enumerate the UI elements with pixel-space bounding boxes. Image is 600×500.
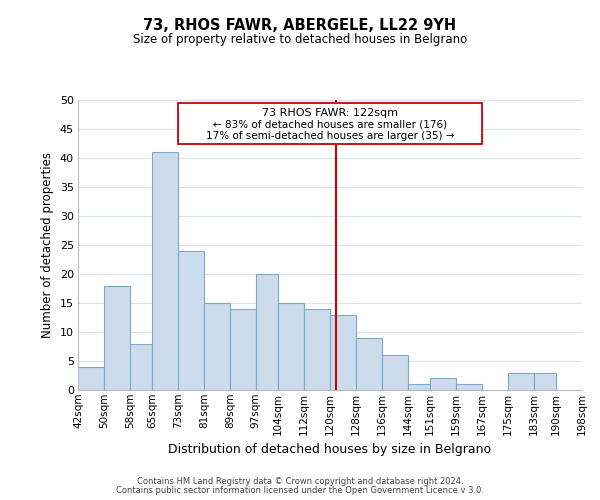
Bar	[178, 251, 204, 390]
Bar	[130, 344, 152, 390]
Bar	[330, 314, 356, 390]
Text: 73, RHOS FAWR, ABERGELE, LL22 9YH: 73, RHOS FAWR, ABERGELE, LL22 9YH	[143, 18, 457, 32]
Text: ← 83% of detached houses are smaller (176): ← 83% of detached houses are smaller (17…	[213, 119, 447, 129]
Text: 17% of semi-detached houses are larger (35) →: 17% of semi-detached houses are larger (…	[206, 130, 454, 140]
X-axis label: Distribution of detached houses by size in Belgrano: Distribution of detached houses by size …	[169, 443, 491, 456]
Bar	[230, 309, 256, 390]
Bar	[304, 309, 330, 390]
Y-axis label: Number of detached properties: Number of detached properties	[41, 152, 54, 338]
Bar	[508, 372, 533, 390]
Text: Size of property relative to detached houses in Belgrano: Size of property relative to detached ho…	[133, 32, 467, 46]
Text: Contains HM Land Registry data © Crown copyright and database right 2024.: Contains HM Land Registry data © Crown c…	[137, 477, 463, 486]
Bar	[382, 355, 407, 390]
Bar	[278, 303, 304, 390]
Bar	[407, 384, 430, 390]
FancyBboxPatch shape	[178, 103, 482, 144]
Bar	[430, 378, 456, 390]
Bar	[356, 338, 382, 390]
Bar	[104, 286, 130, 390]
Bar	[204, 303, 230, 390]
Text: 73 RHOS FAWR: 122sqm: 73 RHOS FAWR: 122sqm	[262, 108, 398, 118]
Bar	[533, 372, 556, 390]
Bar	[256, 274, 278, 390]
Bar	[456, 384, 482, 390]
Bar	[152, 152, 178, 390]
Bar	[78, 367, 104, 390]
Text: Contains public sector information licensed under the Open Government Licence v : Contains public sector information licen…	[116, 486, 484, 495]
